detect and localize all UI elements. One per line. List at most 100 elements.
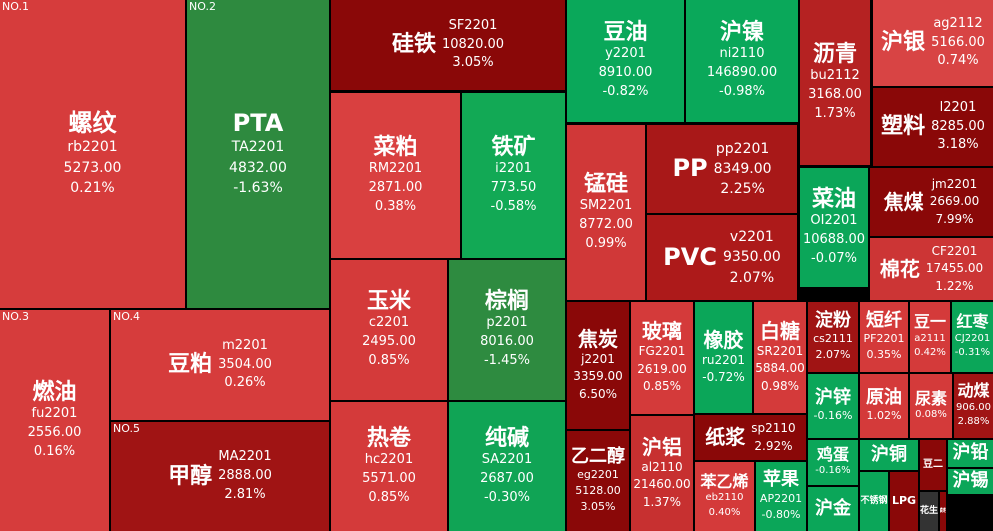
tile-price: 17455.00 — [925, 261, 984, 276]
tile-code: OI2201 — [810, 212, 858, 228]
tile-name: PVC — [663, 242, 717, 271]
tile: 豆油 y2201 8910.00 -0.82% — [567, 0, 684, 122]
tile-price: 3359.00 — [573, 369, 623, 384]
tile-code: AP2201 — [759, 491, 803, 505]
tile: 动煤 906.00 2.88% — [954, 374, 993, 438]
tile-name: 焦煤 — [883, 189, 924, 214]
tile-info: 0.08% — [915, 408, 947, 423]
tile-code: y2201 — [605, 46, 646, 62]
tile-name: 锰硅 — [583, 171, 628, 197]
tile-name: 菜油 — [811, 186, 856, 212]
tile-change: 2.88% — [957, 416, 990, 428]
tile-change: 0.21% — [70, 179, 115, 196]
tile-price: 5571.00 — [362, 470, 416, 486]
tile-change: 1.37% — [642, 494, 682, 509]
tile-info: ru2201 -0.72% — [702, 352, 745, 387]
tile: 塑料 l2201 8285.00 3.18% — [873, 88, 993, 166]
tile-change: 0.98% — [760, 378, 800, 393]
tile-code: p2201 — [486, 315, 528, 331]
tile-name: 花生 — [920, 506, 938, 517]
tile-name: 短纤 — [866, 309, 902, 331]
tile-price: 5166.00 — [931, 34, 985, 50]
tile-name: 原油 — [866, 386, 902, 408]
tile-code: i2201 — [495, 160, 532, 176]
tile-code: fu2201 — [31, 405, 78, 421]
tile-code: pp2201 — [715, 140, 770, 157]
tile-name: 沪铜 — [871, 443, 907, 465]
tile-info: AP2201 -0.80% — [760, 491, 802, 523]
tile-change: 2.07% — [815, 348, 851, 362]
tile-name: 沪金 — [815, 497, 851, 519]
tile-price: 773.50 — [490, 179, 537, 195]
tile: 菜粕 RM2201 2871.00 0.38% — [331, 93, 460, 258]
tile-info: 1.02% — [867, 408, 902, 424]
tile-price: 8910.00 — [598, 65, 653, 81]
tile-name: 动煤 — [957, 381, 990, 401]
tile-code: FG2201 — [638, 344, 686, 359]
tile: NO.3 燃油 fu2201 2556.00 0.16% — [0, 310, 109, 531]
tile-name: 甲醇 — [168, 463, 213, 489]
tile-name: 尿素 — [914, 388, 947, 408]
tile-info: SR2201 5884.00 0.98% — [755, 343, 805, 395]
tile-name: 苯乙烯 — [700, 471, 749, 491]
tile-price: 9350.00 — [722, 249, 781, 266]
tile-info: al2110 21460.00 1.37% — [633, 459, 690, 511]
tile-price: 8772.00 — [579, 216, 633, 232]
tile-price: 906.00 — [956, 401, 991, 413]
tile: 热卷 hc2201 5571.00 0.85% — [331, 402, 447, 531]
tile-change: 0.38% — [374, 198, 417, 214]
tile-code: a2111 — [914, 332, 946, 344]
tile-price: 2619.00 — [637, 361, 687, 376]
tile: 尿素 0.08% — [910, 374, 952, 438]
tile-code: m2201 — [222, 337, 268, 353]
tile-info: CJ2201 -0.31% — [955, 332, 990, 361]
tile-code: c2201 — [368, 315, 410, 331]
tile-info: bu2112 3168.00 1.73% — [808, 67, 862, 124]
tile: 不锈钢 — [860, 472, 888, 531]
tile-name: 沪镍 — [719, 20, 764, 46]
tile: 沪锡 — [948, 469, 993, 494]
tile-code: PF2201 — [863, 332, 905, 346]
tile: 铁矿 i2201 773.50 -0.58% — [462, 93, 565, 258]
tile-info: ag2112 5166.00 0.74% — [931, 15, 985, 72]
tile-info: fu2201 2556.00 0.16% — [28, 405, 82, 462]
tile: 沪金 — [808, 487, 858, 531]
tile: 红枣 CJ2201 -0.31% — [952, 302, 993, 372]
tile-name: 铁矿 — [491, 134, 536, 160]
tile-info: l2201 8285.00 3.18% — [931, 99, 985, 156]
tile-name: 淀粉 — [815, 309, 851, 331]
tile-change: -0.82% — [602, 84, 649, 100]
tile-info: eg2201 5128.00 3.05% — [575, 467, 621, 515]
tile-name: 沪锌 — [815, 386, 851, 408]
tile-info: j2201 3359.00 6.50% — [573, 351, 623, 403]
tile-change: -0.16% — [815, 465, 851, 477]
tile-price: 8349.00 — [713, 160, 772, 177]
tile-price: 2556.00 — [27, 424, 82, 440]
tile-change: 0.99% — [585, 235, 627, 251]
tile-code: SM2201 — [579, 197, 633, 213]
tile: NO.5 甲醇 MA2201 2888.00 2.81% — [111, 422, 329, 531]
tile-name: 菜粕 — [373, 134, 418, 160]
tile-info: pp2201 8349.00 2.25% — [714, 139, 772, 200]
tile: NO.2 PTA TA2201 4832.00 -1.63% — [187, 0, 329, 308]
tile-price: 5273.00 — [63, 159, 122, 176]
tile: 纯碱 SA2201 2687.00 -0.30% — [449, 402, 565, 531]
tile-price: 2871.00 — [368, 179, 423, 195]
tile: 沥青 bu2112 3168.00 1.73% — [800, 0, 870, 165]
rank-label: NO.2 — [189, 0, 216, 13]
tile-code: v2201 — [729, 229, 774, 246]
tile-code: eg2201 — [577, 468, 619, 482]
tile: 沪镍 ni2110 146890.00 -0.98% — [686, 0, 798, 122]
tile: 橡胶 ru2201 -0.72% — [695, 302, 752, 413]
tile: 棉花 CF2201 17455.00 1.22% — [870, 238, 993, 300]
tile-info: y2201 8910.00 -0.82% — [599, 45, 653, 102]
tile-info: OI2201 10688.00 -0.07% — [803, 212, 865, 269]
tile-change: -0.98% — [719, 84, 765, 100]
tile-info: CF2201 17455.00 1.22% — [926, 243, 983, 295]
tile-price: 10820.00 — [441, 36, 505, 52]
tile-change: 1.22% — [935, 278, 974, 293]
tile-info: SA2201 2687.00 -0.30% — [480, 451, 534, 508]
tile-info: TA2201 4832.00 -1.63% — [229, 137, 287, 198]
tile-name: 豆油 — [603, 20, 648, 46]
